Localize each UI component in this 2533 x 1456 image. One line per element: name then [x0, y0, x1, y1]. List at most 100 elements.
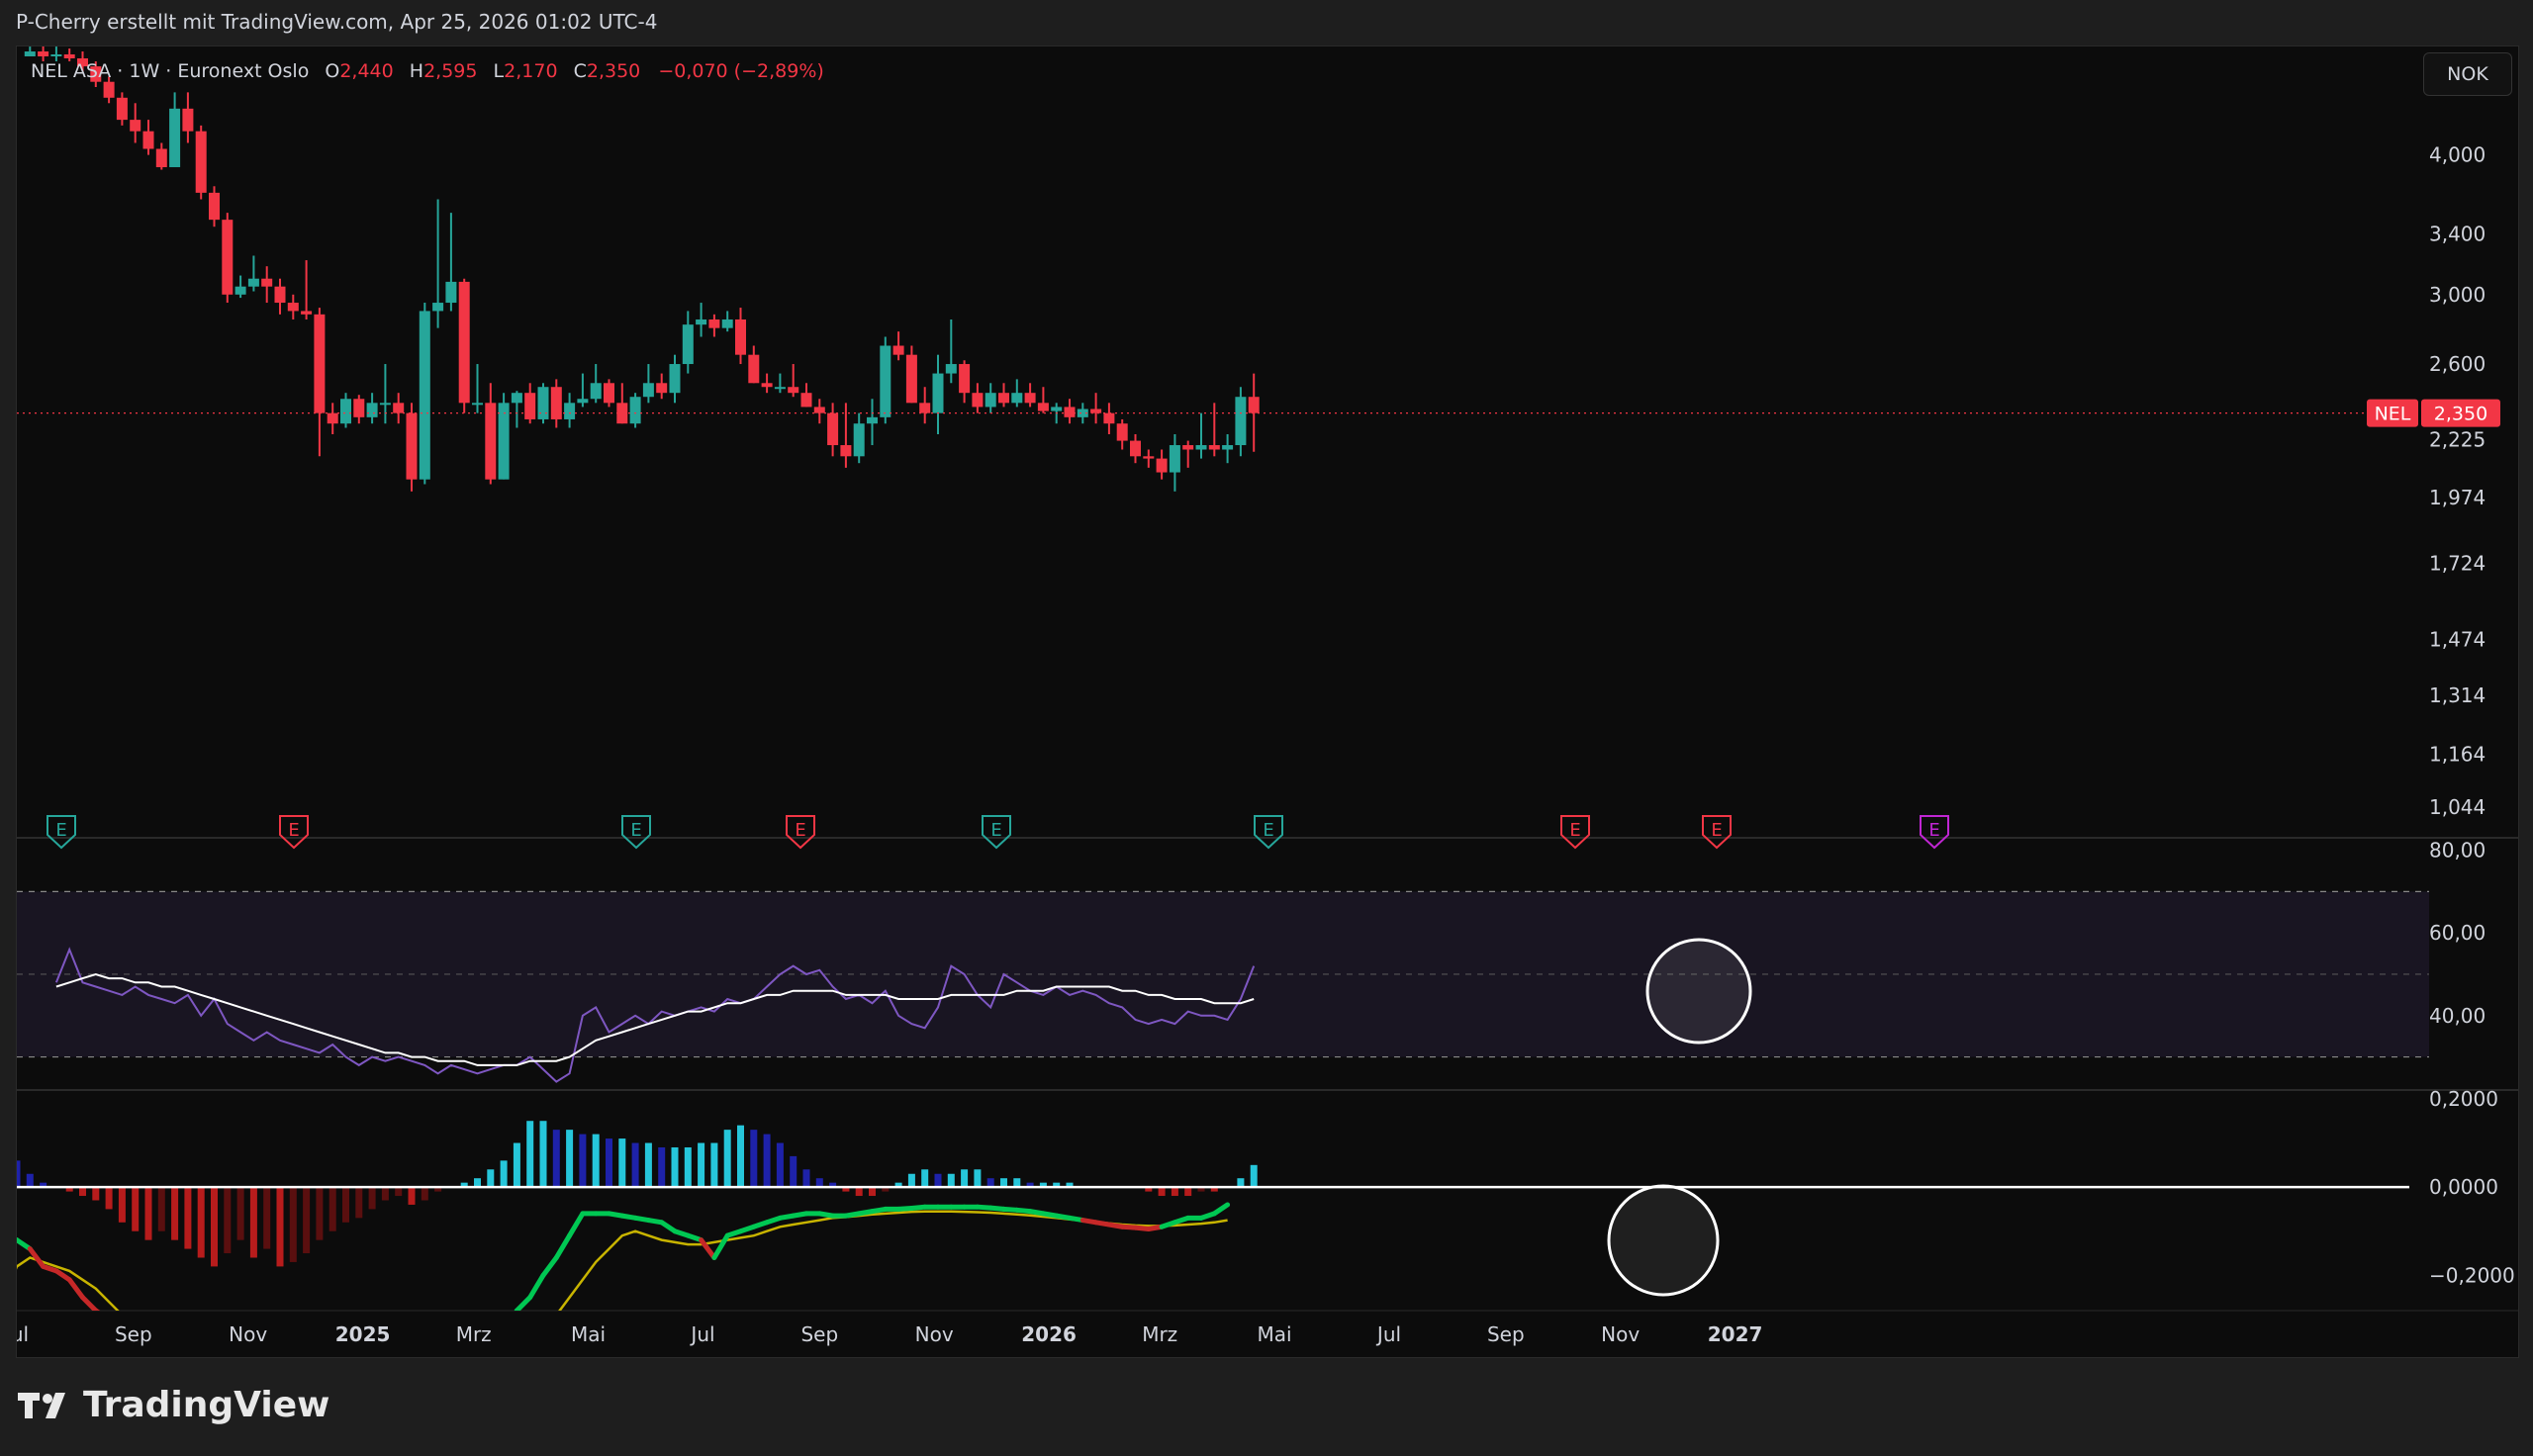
candle	[366, 403, 378, 417]
earnings-marker-shape	[1254, 815, 1283, 850]
macd-line-segment	[659, 1220, 678, 1234]
candle	[932, 373, 944, 413]
macd-histogram-bar	[1171, 1187, 1178, 1197]
rsi-ma-line	[55, 972, 1255, 1066]
high-value: 2,595	[423, 60, 478, 82]
macd-histogram-bar	[460, 1182, 468, 1188]
candle	[721, 318, 733, 328]
earnings-marker: E	[1560, 815, 1590, 850]
candle	[353, 399, 365, 417]
high-label: H	[409, 60, 424, 82]
price-axis-tick: 3,000	[2429, 283, 2486, 307]
candle	[155, 148, 167, 168]
macd-histogram-bar	[474, 1178, 481, 1188]
macd-histogram-bar	[368, 1187, 376, 1210]
candle	[550, 387, 562, 419]
candle	[1024, 393, 1036, 404]
candle	[985, 393, 996, 408]
chart-attribution: P-Cherry erstellt mit TradingView.com, A…	[16, 10, 658, 34]
candle	[604, 383, 614, 404]
candle	[1037, 403, 1049, 411]
macd-histogram-bar	[381, 1187, 389, 1201]
macd-histogram-bar	[236, 1187, 244, 1240]
chart-canvas[interactable]: 4,000 3,400 3,000 2,600 2,225 1,974 1,724 1,474…	[17, 46, 2518, 1357]
macd-histogram-bar	[723, 1130, 731, 1188]
macd-histogram-bar	[592, 1134, 600, 1188]
candle	[761, 383, 773, 388]
macd-histogram-bar	[105, 1187, 113, 1210]
macd-histogram-bar	[842, 1187, 850, 1192]
highlight-circle	[1607, 1184, 1720, 1297]
macd-axis-tick: 0,2000	[2429, 1087, 2498, 1111]
candle	[445, 281, 457, 304]
time-axis-tick: 2027	[1708, 1322, 1763, 1346]
macd-histogram-bar	[566, 1130, 574, 1188]
macd-histogram-bar	[1237, 1178, 1245, 1188]
candle	[813, 407, 825, 413]
macd-histogram-bar	[40, 1182, 47, 1188]
macd-histogram-bar	[1250, 1164, 1258, 1188]
macd-line-segment	[1211, 1202, 1231, 1217]
macd-plot	[17, 1121, 1258, 1355]
candle	[708, 318, 720, 328]
price-axis-tick: 2,225	[2429, 427, 2486, 451]
candle	[169, 108, 181, 168]
macd-histogram-bar	[1066, 1182, 1074, 1188]
macd-histogram-bar	[579, 1134, 587, 1188]
candle	[301, 311, 313, 315]
candle	[905, 354, 917, 404]
macd-line-segment	[514, 1295, 533, 1311]
macd-histogram-bar	[1053, 1182, 1061, 1188]
price-tag: 2,350	[2434, 404, 2487, 425]
highlight-circle	[1645, 938, 1752, 1045]
price-axis-tick: 2,600	[2429, 352, 2486, 376]
candle	[1208, 445, 1220, 450]
macd-line-segment	[567, 1211, 586, 1238]
macd-line-segment	[80, 1295, 99, 1311]
candle	[972, 393, 984, 408]
candle	[38, 51, 49, 56]
macd-histogram-bar	[802, 1169, 810, 1188]
price-tag-bg	[2421, 399, 2500, 427]
macd-histogram-bar	[737, 1125, 744, 1188]
symbol-tag: NEL	[2375, 404, 2411, 425]
currency-button[interactable]: NOK	[2423, 52, 2512, 96]
earnings-marker: E	[279, 815, 309, 850]
symbol-tag-bg	[2367, 399, 2418, 427]
macd-histogram-bar	[618, 1138, 626, 1188]
candle	[379, 403, 391, 406]
tradingview-logo[interactable]: TradingView	[18, 1385, 329, 1425]
candle	[656, 383, 668, 394]
candle	[1051, 407, 1063, 411]
macd-histogram-bar	[934, 1173, 942, 1188]
candle	[235, 286, 246, 295]
symbol-info[interactable]: NEL ASA · 1W · Euronext Oslo	[31, 60, 310, 82]
macd-histogram-bar	[829, 1182, 837, 1188]
change-value: −0,070 (−2,89%)	[658, 60, 824, 82]
chart-container[interactable]: 4,000 3,400 3,000 2,600 2,225 1,974 1,724 1,474…	[16, 46, 2519, 1358]
candle	[50, 54, 62, 57]
earnings-marker-label: E	[1928, 820, 1939, 841]
macd-histogram-bar	[408, 1187, 416, 1205]
macd-histogram-bar	[328, 1187, 336, 1231]
candle	[748, 354, 760, 384]
macd-line-segment	[514, 1308, 519, 1311]
earnings-marker-label: E	[288, 820, 299, 841]
earnings-marker-shape	[786, 815, 815, 850]
price-axis-tick: 1,044	[2429, 795, 2486, 819]
macd-histogram-bar	[144, 1187, 152, 1240]
close-value: 2,350	[586, 60, 641, 82]
macd-histogram-bar	[947, 1173, 955, 1188]
macd-histogram-bar	[118, 1187, 126, 1223]
candle	[1248, 397, 1260, 413]
macd-histogram-bar	[815, 1178, 823, 1188]
earnings-marker-shape	[47, 815, 76, 850]
candle	[1222, 445, 1234, 450]
macd-histogram-bar	[224, 1187, 232, 1254]
candle	[314, 314, 326, 413]
macd-line-segment	[491, 1337, 504, 1355]
macd-histogram-bar	[526, 1121, 534, 1188]
macd-histogram-bar	[1039, 1182, 1047, 1188]
time-axis-tick: 2025	[335, 1322, 391, 1346]
macd-histogram-bar	[171, 1187, 179, 1240]
